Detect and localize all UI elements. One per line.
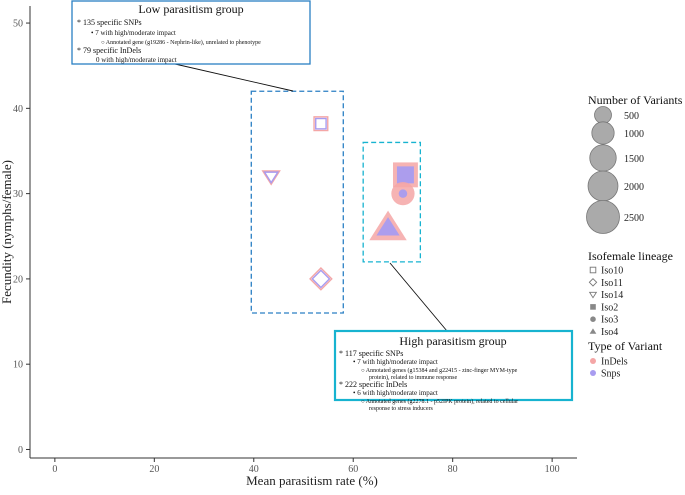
low-annotation-line: * 135 specific SNPs [77, 18, 142, 27]
legend-type-title: Type of Variant [588, 339, 663, 353]
y-tick-label: 10 [13, 360, 23, 371]
data-point [398, 189, 408, 198]
y-axis-label: Fecundity (nymphs/female) [0, 160, 14, 304]
legend-lineage-marker [588, 278, 598, 287]
y-tick-label: 30 [13, 189, 23, 200]
y-ticks: 0 10 20 30 40 50 [13, 19, 30, 456]
legend-type-marker [590, 370, 596, 376]
low-group-box [250, 90, 344, 314]
legend-size-label: 2500 [624, 213, 644, 224]
legend-lineage-marker [590, 304, 596, 310]
high-annotation-line: ○ Annotated genes (g15384 and g22415 - z… [361, 367, 518, 374]
high-annotation-frame [333, 329, 574, 402]
legend-size-circle [589, 144, 617, 172]
low-annotation-line: * 79 specific InDels [77, 46, 141, 55]
data-point [263, 171, 280, 184]
legend-size-label: 1500 [624, 154, 644, 165]
high-group-annotation: High parasitism group * 117 specific SNP… [333, 329, 574, 412]
data-points [261, 116, 418, 291]
legend-lineage-marker [590, 316, 596, 323]
legend-lineage-marker [589, 266, 597, 274]
legend-lineage-label: Iso2 [601, 302, 618, 313]
high-annotation-line: ○ Annotated genes (g2278.1 - p52IPK prot… [361, 398, 518, 405]
low-group-connector [174, 63, 294, 92]
legend-lineage-title: Isofemale lineage [588, 249, 673, 263]
legend-lineage-label: Iso11 [601, 278, 623, 289]
legend-size-circle [586, 200, 620, 234]
legend-type-label: InDels [601, 357, 628, 368]
data-point [315, 117, 327, 130]
high-annotation-title: High parasitism group [399, 334, 506, 348]
data-point [309, 267, 333, 291]
x-tick-label: 0 [52, 464, 57, 475]
data-point [376, 217, 400, 236]
legend-lineage-label: Iso10 [601, 266, 623, 277]
legend-type-label: Snps [601, 369, 621, 380]
x-tick-label: 100 [545, 464, 560, 475]
low-group-annotation: Low parasitism group * 135 specific SNPs… [71, 0, 311, 65]
y-tick-label: 50 [13, 19, 23, 30]
legend-size-label: 500 [624, 111, 639, 122]
legend-lineage-marker [589, 328, 597, 334]
low-annotation-title: Low parasitism group [138, 2, 243, 16]
low-annotation-line: • 7 with high/moderate impact [91, 29, 176, 37]
high-annotation-line: * 117 specific SNPs [339, 349, 403, 358]
high-annotation-line: * 222 specific InDels [339, 380, 407, 389]
legend-size-circle [594, 106, 612, 124]
high-annotation-line: protein), related to immune response [369, 374, 457, 381]
x-axis-label: Mean parasitism rate (%) [246, 473, 378, 488]
data-point [261, 170, 281, 186]
low-annotation-line: ○ Annotated gene (g19286 - Nephrin-like)… [101, 39, 261, 46]
x-tick-label: 60 [348, 464, 358, 475]
low-annotation-line: 0 with high/moderate impact [96, 56, 177, 64]
y-tick-label: 0 [18, 445, 23, 456]
legend-size-circle [591, 121, 615, 145]
x-tick-label: 20 [149, 464, 159, 475]
legend-size-entries: 500 1000 1500 2000 2500 [586, 106, 644, 234]
legend-size-label: 2000 [624, 182, 644, 193]
legend: Number of Variants 500 1000 1500 2000 2500 I… [586, 93, 683, 380]
data-point [396, 166, 414, 184]
group-boxes [250, 90, 422, 314]
axes: 0 20 40 60 80 100 0 10 20 30 40 50 Mean parasitism… [0, 6, 577, 488]
high-group-connector [389, 262, 448, 332]
x-ticks: 0 20 40 60 80 100 [52, 458, 560, 475]
x-tick-label: 80 [448, 464, 458, 475]
high-annotation-line: response to stress inducers [369, 406, 433, 412]
low-annotation-frame [71, 0, 311, 65]
high-group-box [362, 141, 422, 263]
data-point [311, 269, 331, 289]
y-tick-label: 20 [13, 274, 23, 285]
legend-size-title: Number of Variants [588, 93, 683, 107]
legend-lineage-label: Iso4 [601, 327, 618, 338]
data-point [313, 116, 329, 132]
x-tick-label: 40 [249, 464, 259, 475]
legend-size-label: 1000 [624, 129, 644, 140]
legend-lineage-label: Iso3 [601, 315, 618, 326]
high-annotation-line: • 6 with high/moderate impact [353, 389, 438, 397]
high-annotation-line: • 7 with high/moderate impact [353, 358, 438, 366]
legend-lineage-marker [588, 291, 598, 299]
legend-type-marker [590, 358, 596, 364]
legend-lineage-label: Iso14 [601, 290, 623, 301]
legend-size-circle [587, 170, 619, 202]
y-tick-label: 40 [13, 104, 23, 115]
